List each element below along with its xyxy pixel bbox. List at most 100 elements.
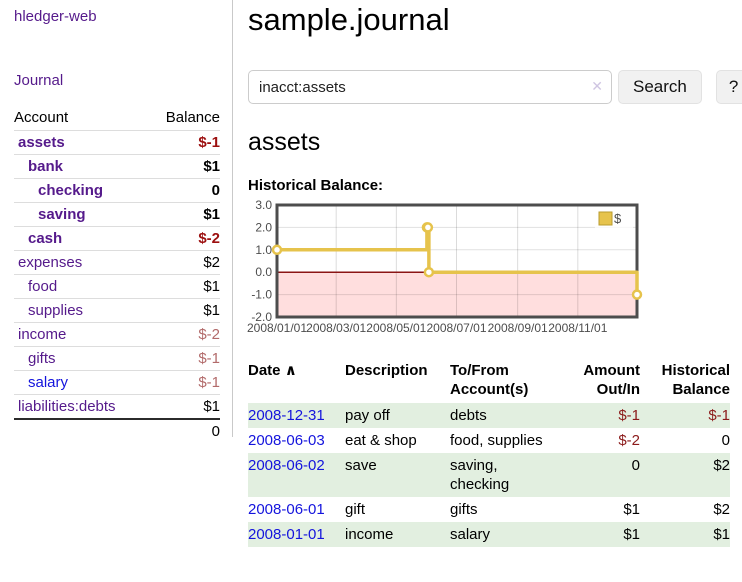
- chart-legend: $: [595, 209, 633, 230]
- col-header-description: Description: [345, 362, 428, 379]
- transaction-accounts: debts: [450, 407, 487, 424]
- historical-balance-chart[interactable]: $3.0 2.0 1.0 0.0 -1.0 -2.0 2008/01/01 2008/03/0…: [247, 198, 742, 339]
- transaction-accounts: food, supplies: [450, 432, 543, 449]
- journal-nav: Journal: [14, 72, 220, 89]
- brand: hledger-web: [14, 8, 220, 25]
- accounts-header-balance: Balance: [165, 109, 220, 126]
- sidebar-account-link[interactable]: food: [28, 278, 58, 295]
- search-form: ✕ Search ?: [248, 70, 742, 104]
- col-header-balance: Historical Balance: [661, 362, 730, 398]
- svg-text:-2.0: -2.0: [251, 310, 272, 324]
- sidebar-account-link[interactable]: expenses: [18, 254, 83, 271]
- transaction-date-link[interactable]: 2008-01-01: [248, 526, 325, 543]
- register-header-row: Date ∧ Description To/From Account(s) Am…: [248, 359, 730, 403]
- account-balance: $-1: [198, 350, 220, 367]
- sidebar-account-link[interactable]: checking: [38, 182, 104, 199]
- sidebar-account-link[interactable]: salary: [28, 374, 69, 391]
- transaction-amount: $1: [623, 526, 640, 543]
- account-balance: $1: [203, 158, 220, 175]
- accounts-header-account: Account: [14, 109, 69, 126]
- transaction-balance: $1: [713, 526, 730, 543]
- account-row: checking 0: [14, 178, 220, 203]
- transaction-description: income: [345, 526, 394, 543]
- transaction-balance: $2: [713, 501, 730, 518]
- main-content: sample.journal ✕ Search ? assets Histori…: [233, 0, 742, 547]
- sidebar-account-link[interactable]: gifts: [28, 350, 56, 367]
- sidebar-account-link[interactable]: assets: [18, 134, 65, 151]
- clear-search-icon[interactable]: ✕: [591, 78, 603, 94]
- svg-text:$: $: [614, 211, 622, 226]
- register-row: 2008-06-03 eat & shop food, supplies $-2 0: [248, 428, 730, 453]
- account-balance: $-2: [198, 230, 220, 247]
- svg-text:0.0: 0.0: [255, 265, 272, 279]
- transaction-date-link[interactable]: 2008-12-31: [248, 407, 325, 424]
- account-balance: $-2: [198, 326, 220, 343]
- transaction-date-link[interactable]: 2008-06-01: [248, 501, 325, 518]
- app-title-link[interactable]: hledger-web: [14, 8, 97, 25]
- account-balance: 0: [211, 182, 220, 199]
- sidebar-account-link[interactable]: cash: [28, 230, 63, 247]
- search-input[interactable]: [248, 70, 612, 104]
- svg-text:3.0: 3.0: [255, 198, 272, 212]
- account-row: supplies $1: [14, 298, 220, 323]
- col-header-date[interactable]: Date ∧: [248, 362, 297, 379]
- transaction-amount: $1: [623, 501, 640, 518]
- transaction-amount: $-2: [618, 432, 640, 449]
- accounts-total-balance: 0: [211, 423, 220, 440]
- journal-link[interactable]: Journal: [14, 72, 64, 89]
- app: hledger-web Journal Account Balance asse…: [0, 0, 742, 547]
- transaction-date-link[interactable]: 2008-06-02: [248, 457, 325, 474]
- register-row: 2008-12-31 pay off debts $-1 $-1: [248, 403, 730, 428]
- account-row: bank $1: [14, 154, 220, 179]
- account-row: salary $-1: [14, 370, 220, 395]
- svg-text:2008/01/01: 2008/01/01: [247, 321, 307, 335]
- sidebar-account-link[interactable]: liabilities:debts: [18, 398, 116, 415]
- transaction-description: eat & shop: [345, 432, 417, 449]
- transaction-accounts: gifts: [450, 501, 478, 518]
- account-balance: $-1: [198, 374, 220, 391]
- account-row: gifts $-1: [14, 346, 220, 371]
- svg-text:2008/09/01: 2008/09/01: [488, 321, 548, 335]
- account-row: saving $1: [14, 202, 220, 227]
- svg-text:2008/03/01: 2008/03/01: [306, 321, 366, 335]
- sidebar: hledger-web Journal Account Balance asse…: [0, 0, 233, 440]
- accounts-header-row: Account Balance: [14, 106, 220, 131]
- svg-text:-1.0: -1.0: [251, 288, 272, 302]
- sidebar-account-link[interactable]: income: [18, 326, 67, 343]
- register-row: 2008-06-02 save saving, checking 0 $2: [248, 453, 730, 497]
- sidebar-account-link[interactable]: bank: [28, 158, 64, 175]
- transaction-date-link[interactable]: 2008-06-03: [248, 432, 325, 449]
- account-balance: $1: [203, 278, 220, 295]
- transaction-balance: $2: [713, 457, 730, 474]
- svg-text:2008/05/01: 2008/05/01: [366, 321, 426, 335]
- account-heading: assets: [248, 128, 321, 156]
- accounts-total-row: 0: [14, 419, 220, 443]
- chart-title: Historical Balance:: [248, 177, 384, 194]
- page-title: sample.journal: [248, 2, 450, 37]
- transaction-description: pay off: [345, 407, 390, 424]
- search-button[interactable]: Search: [618, 70, 702, 104]
- account-row: food $1: [14, 274, 220, 299]
- account-row: assets $-1: [14, 131, 220, 155]
- register-row: 2008-01-01 income salary $1 $1: [248, 522, 730, 547]
- sort-ascending-icon: ∧: [284, 362, 297, 379]
- svg-text:1.0: 1.0: [255, 243, 272, 257]
- register-table: Date ∧ Description To/From Account(s) Am…: [248, 359, 730, 547]
- accounts-table: Account Balance assets $-1 bank $1 checking 0…: [14, 106, 220, 443]
- account-balance: $1: [203, 206, 220, 223]
- transaction-description: gift: [345, 501, 366, 518]
- account-row: liabilities:debts $1: [14, 394, 220, 420]
- sidebar-account-link[interactable]: supplies: [28, 302, 84, 319]
- col-header-accounts: To/From Account(s): [450, 362, 529, 398]
- sidebar-account-link[interactable]: saving: [38, 206, 86, 223]
- transaction-amount: $-1: [618, 407, 640, 424]
- svg-text:2008/07/01: 2008/07/01: [426, 321, 486, 335]
- transaction-accounts: salary: [450, 526, 491, 543]
- search-field-wrap: ✕: [248, 70, 612, 104]
- svg-text:2.0: 2.0: [255, 220, 272, 234]
- register-row: 2008-06-01 gift gifts $1 $2: [248, 497, 730, 522]
- account-row: income $-2: [14, 322, 220, 347]
- help-button[interactable]: ?: [715, 70, 742, 104]
- transaction-balance: $-1: [708, 407, 730, 424]
- account-balance: $-1: [198, 134, 220, 151]
